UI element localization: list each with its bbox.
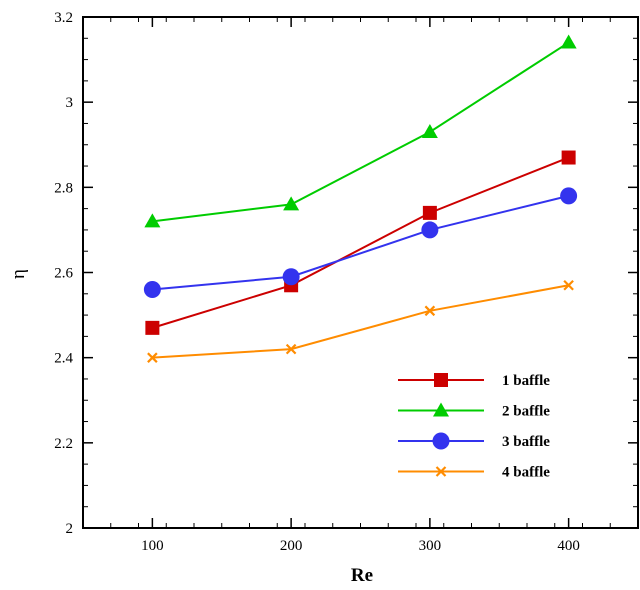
legend-item: 4 baffle	[398, 465, 550, 481]
legend-item: 2 baffle	[398, 402, 550, 420]
y-tick-label: 3.2	[54, 10, 73, 26]
x-marker-stroke	[147, 352, 158, 363]
y-axis-ticks: 2 2.2 2.4 2.6 2.8 3 3.2	[54, 10, 638, 537]
data-point	[282, 268, 300, 286]
legend-label: 2 baffle	[502, 404, 550, 420]
data-point	[144, 213, 161, 228]
legend-label: 4 baffle	[502, 465, 550, 481]
series-2	[144, 34, 577, 228]
x-marker-stroke	[435, 466, 447, 477]
series-4	[147, 279, 574, 363]
legend-marker	[433, 402, 449, 417]
data-point	[147, 352, 158, 363]
series-1	[145, 150, 576, 335]
legend-marker	[435, 466, 447, 477]
data-point	[422, 205, 437, 220]
y-tick-label: 2.6	[54, 266, 73, 282]
series-line	[152, 156, 569, 329]
data-point	[560, 34, 577, 49]
x-marker-stroke	[285, 343, 297, 355]
legend-label: 1 baffle	[502, 373, 550, 389]
series-line	[152, 284, 569, 359]
legend-item: 1 baffle	[398, 373, 550, 389]
y-tick-label: 2.2	[54, 436, 73, 452]
x-tick-label: 300	[419, 538, 442, 554]
y-tick-label: 2	[66, 521, 74, 537]
legend-marker	[434, 373, 448, 387]
x-axis-title: Re	[351, 565, 373, 586]
legend-marker	[432, 432, 450, 450]
data-point	[561, 150, 576, 165]
y-tick-label: 3	[66, 95, 74, 111]
series-layer	[143, 34, 578, 363]
data-point	[285, 343, 297, 355]
legend: 1 baffle 2 baffle 3 baffle 4 baffle	[398, 373, 550, 481]
x-tick-label: 100	[141, 538, 164, 554]
data-point	[421, 123, 438, 138]
data-point	[560, 187, 578, 205]
x-marker-stroke	[424, 305, 436, 317]
data-point	[283, 196, 300, 211]
x-tick-label: 400	[557, 538, 580, 554]
series-line	[152, 194, 569, 291]
legend-item: 3 baffle	[398, 432, 550, 450]
y-tick-label: 2.4	[54, 351, 73, 367]
y-axis-title: η	[8, 269, 29, 279]
series-3	[143, 187, 578, 299]
data-point	[421, 221, 439, 239]
x-marker-stroke	[563, 279, 574, 291]
x-axis-ticks: 100 200 300 400	[82, 17, 639, 554]
y-tick-label: 2.8	[54, 180, 73, 196]
plot-border	[82, 16, 639, 529]
plot-frame	[82, 16, 639, 529]
data-point	[563, 279, 574, 291]
x-tick-label: 200	[280, 538, 303, 554]
data-point	[424, 305, 436, 317]
legend-label: 3 baffle	[502, 434, 550, 450]
data-point	[143, 281, 161, 299]
series-line	[152, 41, 570, 223]
data-point	[145, 320, 160, 335]
